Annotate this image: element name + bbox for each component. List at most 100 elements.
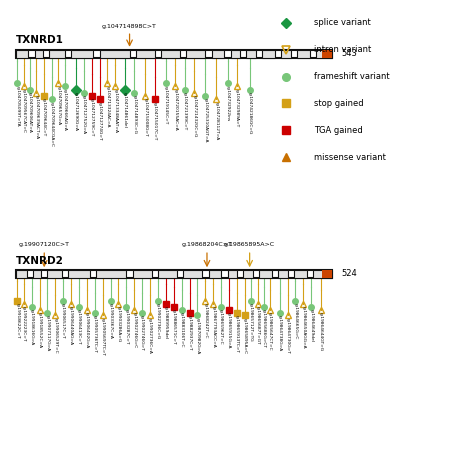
- Bar: [71, 50, 93, 58]
- Text: g.104715017C>T: g.104715017C>T: [153, 102, 157, 140]
- Bar: [294, 270, 307, 278]
- Text: g.19922223C>T: g.19922223C>T: [22, 306, 26, 341]
- Bar: [16, 270, 27, 278]
- Text: g.19906517C>T: g.19906517C>T: [61, 303, 65, 338]
- Text: g.104705099T>TA: g.104705099T>TA: [15, 85, 19, 126]
- Text: 543: 543: [341, 49, 357, 58]
- Text: g.19865686G>CT: g.19865686G>CT: [262, 309, 266, 348]
- Text: g.104742186GC>G: g.104742186GC>G: [247, 92, 252, 135]
- Text: g.104715008G>T: g.104715008G>T: [143, 99, 147, 137]
- Text: frameshift variant: frameshift variant: [314, 72, 390, 81]
- Text: g.104732989A>T: g.104732989A>T: [235, 89, 239, 127]
- Text: g.19905736TC>T: g.19905736TC>T: [93, 315, 97, 353]
- Text: g.19865962T>C: g.19865962T>C: [219, 309, 223, 344]
- Text: g.104712690G>A: g.104712690G>A: [74, 92, 78, 131]
- Text: g.19903287C>T: g.19903287C>T: [124, 309, 128, 344]
- Text: g.19886571C>T: g.19886571C>T: [172, 309, 176, 344]
- Text: g.19906529T>C: g.19906529T>C: [53, 318, 57, 353]
- Bar: [49, 50, 65, 58]
- Bar: [16, 50, 332, 58]
- Bar: [35, 50, 43, 58]
- Bar: [313, 270, 332, 278]
- Text: g.104725310AGT>A: g.104725310AGT>A: [203, 99, 208, 143]
- Text: g.19906413C>T: g.19906413C>T: [77, 309, 81, 344]
- Text: g.19903286A>G: g.19903286A>G: [117, 306, 120, 342]
- Bar: [209, 270, 221, 278]
- Text: g.19870982G>A: g.19870982G>A: [195, 318, 200, 354]
- Bar: [68, 270, 90, 278]
- Bar: [278, 270, 288, 278]
- Text: stop gained: stop gained: [314, 99, 364, 108]
- Text: g.19902746G>C: g.19902746G>C: [132, 312, 137, 348]
- Bar: [161, 50, 180, 58]
- Bar: [316, 50, 332, 58]
- Bar: [262, 50, 275, 58]
- Text: missense variant: missense variant: [314, 153, 386, 162]
- Text: g.19918622C>T: g.19918622C>T: [15, 303, 19, 338]
- Text: g.19864738G>A: g.19864738G>A: [278, 315, 282, 351]
- Bar: [297, 50, 310, 58]
- Text: g.19865913TC>T: g.19865913TC>T: [235, 315, 239, 353]
- Text: intron variant: intron variant: [314, 46, 371, 54]
- Bar: [136, 50, 155, 58]
- Text: g.19889959del: g.19889959del: [164, 306, 168, 339]
- Text: g.104709657G>A: g.104709657G>A: [56, 85, 61, 125]
- Bar: [228, 270, 237, 278]
- Bar: [96, 270, 127, 278]
- Text: g.104721432GC>G: g.104721432GC>G: [192, 95, 196, 137]
- Text: g.104709639ACT>A: g.104709639ACT>A: [34, 95, 38, 139]
- Text: TGA gained: TGA gained: [314, 126, 363, 135]
- Bar: [16, 270, 332, 278]
- Bar: [100, 50, 129, 58]
- Bar: [158, 270, 177, 278]
- Text: g.19906440AG>A: g.19906440AG>A: [69, 306, 73, 345]
- Text: g.104714898C>T: g.104714898C>T: [102, 24, 157, 29]
- Text: g.19907117G>A: g.19907117G>A: [46, 315, 49, 351]
- Bar: [33, 270, 41, 278]
- Text: TXNRD1: TXNRD1: [16, 35, 64, 45]
- Text: g.19865915G>A: g.19865915G>A: [227, 312, 231, 348]
- Text: g.104709666AG>A: g.104709666AG>A: [63, 89, 67, 131]
- Bar: [133, 270, 152, 278]
- Text: g.19905697TC>T: g.19905697TC>T: [100, 318, 105, 356]
- Text: g.104732922ins: g.104732922ins: [226, 85, 229, 121]
- Text: g.104709644CGA>C: g.104709644CGA>C: [50, 102, 54, 147]
- Text: g.19902736C>A: g.19902736C>A: [148, 318, 152, 354]
- Text: g.104712759C>T: g.104712759C>T: [90, 99, 94, 137]
- Text: g.19883106T>C: g.19883106T>C: [180, 312, 184, 347]
- Bar: [212, 50, 224, 58]
- Text: g.19865895A>C: g.19865895A>C: [243, 318, 247, 354]
- Bar: [246, 50, 256, 58]
- Text: g.19918616G>A: g.19918616G>A: [29, 309, 34, 345]
- Text: g.104719145C>T: g.104719145C>T: [164, 85, 168, 124]
- Text: g.104720155AC>A: g.104720155AC>A: [173, 89, 177, 130]
- Text: g.104714861del: g.104714861del: [123, 92, 127, 128]
- Text: g.104712752G>A: g.104712752G>A: [82, 95, 86, 135]
- Bar: [183, 270, 202, 278]
- Text: g.19868242T>C: g.19868242T>C: [203, 303, 208, 338]
- Bar: [186, 50, 205, 58]
- Text: g.104721399C>T: g.104721399C>T: [183, 92, 187, 130]
- Text: g.19865647CT>C: g.19865647CT>C: [268, 312, 272, 350]
- Text: g.104709644C>T: g.104709644C>T: [42, 99, 46, 137]
- Bar: [47, 270, 62, 278]
- Bar: [259, 270, 272, 278]
- Text: 524: 524: [341, 269, 357, 278]
- Text: g.19865687T>GT: g.19865687T>GT: [255, 306, 260, 344]
- Bar: [16, 50, 28, 58]
- Text: g.104713324AC>A: g.104713324AC>A: [105, 85, 109, 127]
- Text: g.19882937C>T: g.19882937C>T: [188, 315, 191, 350]
- Bar: [322, 50, 332, 58]
- Text: splice variant: splice variant: [314, 18, 371, 27]
- Text: g.19865712T>TG: g.19865712T>TG: [249, 303, 253, 341]
- Text: g.104712774G>T: g.104712774G>T: [98, 102, 101, 140]
- Bar: [243, 270, 253, 278]
- Text: g.19864644GT>G: g.19864644GT>G: [319, 312, 323, 351]
- Text: TXNRD2: TXNRD2: [16, 256, 64, 266]
- Text: g.104728112T>A: g.104728112T>A: [214, 102, 219, 140]
- Text: g.104709606AT>A: g.104709606AT>A: [28, 92, 32, 133]
- Text: g.19906402G>A: g.19906402G>A: [85, 312, 89, 348]
- Text: g.19864730G>T: g.19864730G>T: [285, 318, 290, 354]
- Text: g.19865895A>C: g.19865895A>C: [224, 242, 275, 247]
- Bar: [281, 50, 291, 58]
